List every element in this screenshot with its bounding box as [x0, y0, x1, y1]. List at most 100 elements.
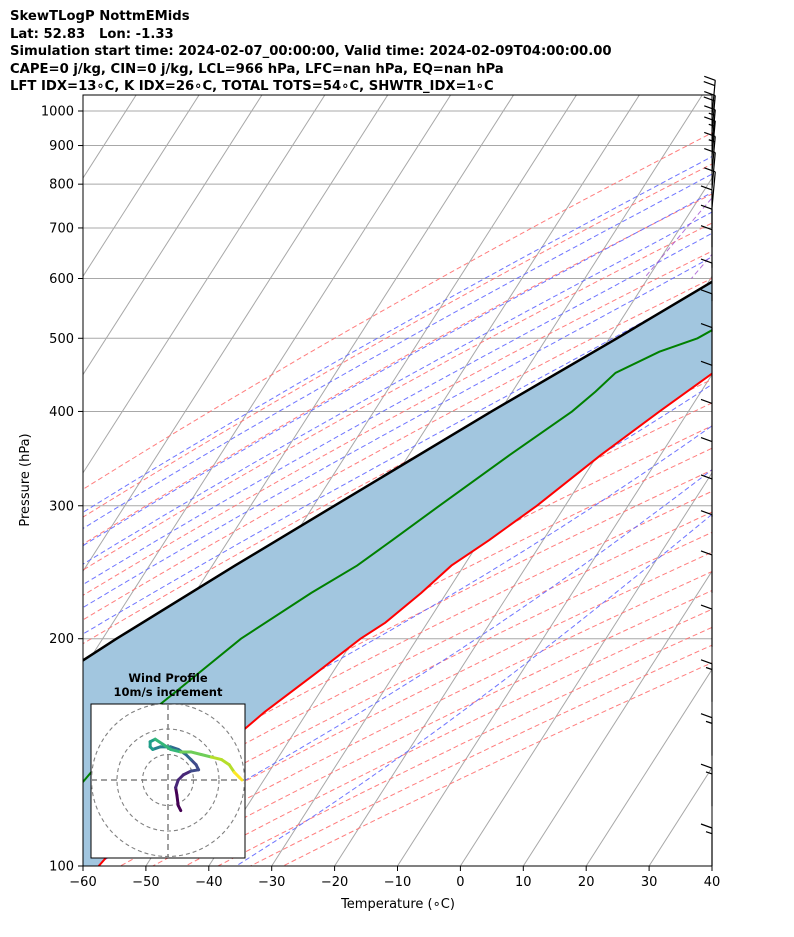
isotherm-line [459, 471, 712, 866]
x-tick-label: 10 [515, 875, 532, 890]
chart-header: SkewTLogP NottmEMids Lat: 52.83 Lon: -1.… [10, 8, 612, 96]
isotherm-line [0, 95, 73, 866]
x-tick-label: −30 [258, 875, 285, 890]
wind-barb [700, 289, 713, 332]
isotherm-line [83, 95, 200, 278]
dry-adiabat-line [152, 590, 712, 866]
barb-half-flag [705, 720, 713, 724]
barb-flag [700, 225, 713, 231]
barb-staff [711, 136, 716, 173]
x-tick-label: 20 [578, 875, 595, 890]
isotherm-line [585, 668, 712, 866]
isotherm-line [83, 95, 326, 474]
y-tick-label: 100 [49, 860, 74, 875]
wind-barb [700, 713, 713, 756]
barb-flag [700, 185, 713, 191]
barb-flag [700, 204, 713, 210]
hodograph-trace-segment [169, 747, 183, 754]
barb-flag [703, 96, 715, 102]
wind-barb [700, 659, 713, 702]
barb-half-flag [708, 139, 715, 143]
moist-adiabat-line [83, 155, 712, 513]
barb-staff [711, 120, 716, 157]
isotherm-line [83, 95, 452, 671]
barb-flag [700, 323, 713, 329]
x-axis-title: Temperature (∘C) [340, 897, 455, 912]
barb-half-flag [705, 666, 713, 671]
isotherm-line [522, 570, 712, 866]
barb-flag [700, 604, 713, 610]
barb-flag [704, 91, 716, 97]
hodograph-trace-segment [189, 750, 203, 756]
moist-adiabat-line [83, 173, 712, 530]
barb-staff [711, 152, 716, 189]
hodograph-trace-segment [199, 753, 213, 759]
wind-barb [704, 148, 716, 189]
wind-barb [700, 436, 713, 480]
temperature-line [97, 372, 712, 866]
wind-barb [703, 75, 716, 117]
hodograph-trace-segment [220, 758, 231, 767]
barb-flag [704, 148, 716, 154]
isotherm-line [0, 95, 10, 866]
y-tick-label: 400 [49, 405, 74, 420]
barb-flag [700, 289, 713, 295]
barb-staff [711, 109, 716, 146]
hodograph-subtitle: 10m/s increment [114, 685, 223, 699]
wind-barb [700, 823, 713, 866]
wind-barb [700, 510, 713, 553]
parcel-profile-line [83, 280, 712, 662]
wind-barb [700, 360, 713, 404]
barb-flag [700, 360, 713, 366]
barb-staff [711, 80, 716, 117]
x-tick-label: 40 [704, 875, 721, 890]
wind-barb [704, 116, 716, 157]
y-tick-label: 600 [49, 272, 74, 287]
y-axis-title: Pressure (hPa) [18, 433, 33, 526]
y-tick-label: 300 [49, 499, 74, 514]
barb-half-flag [708, 123, 715, 127]
barb-flag [700, 474, 713, 480]
dry-adiabat-line [217, 626, 712, 866]
moist-adiabat-line [83, 232, 712, 586]
dry-adiabat-line [120, 571, 712, 866]
moist-adiabat-line [93, 469, 712, 866]
barb-flag [704, 105, 716, 111]
dry-adiabat-line [83, 163, 712, 518]
wind-barb [700, 474, 713, 517]
indices-line: LFT IDX=13∘C, K IDX=26∘C, TOTAL TOTS=54∘… [10, 79, 494, 94]
moist-adiabat-line [83, 256, 712, 609]
location-line: Lat: 52.83 Lon: -1.33 [10, 26, 174, 42]
barb-half-flag [708, 112, 715, 116]
barb-half-flag [705, 831, 713, 835]
barb-flag [700, 398, 713, 405]
barb-flag [700, 823, 713, 829]
x-tick-label: 30 [641, 875, 658, 890]
x-tick-label: 0 [456, 875, 464, 890]
dry-adiabat-line [83, 222, 712, 571]
isotherm-line [711, 865, 712, 866]
dry-adiabat-line [185, 608, 712, 866]
wind-barb [700, 763, 713, 807]
barb-flag [700, 436, 713, 443]
x-tick-label: −20 [321, 875, 348, 890]
hodograph-plot [91, 704, 245, 858]
y-tick-label: 900 [49, 139, 74, 154]
mixing-ratio-line [742, 95, 794, 279]
isotherm-line [775, 95, 794, 866]
hodograph-trace-segment [227, 763, 236, 774]
y-tick-label: 800 [49, 178, 74, 193]
x-tick-label: −40 [195, 875, 222, 890]
moist-adiabat-line [235, 513, 712, 866]
barb-flag [704, 131, 716, 137]
barb-flag [700, 258, 713, 264]
dry-adiabat-line [282, 662, 712, 866]
time-line: Simulation start time: 2024-02-07_00:00:… [10, 44, 612, 59]
barb-flag [700, 550, 713, 556]
barb-flag [704, 75, 716, 81]
y-tick-label: 200 [49, 632, 74, 647]
wind-barb [704, 105, 716, 146]
isotherm-line [648, 766, 712, 866]
y-tick-label: 700 [49, 221, 74, 236]
